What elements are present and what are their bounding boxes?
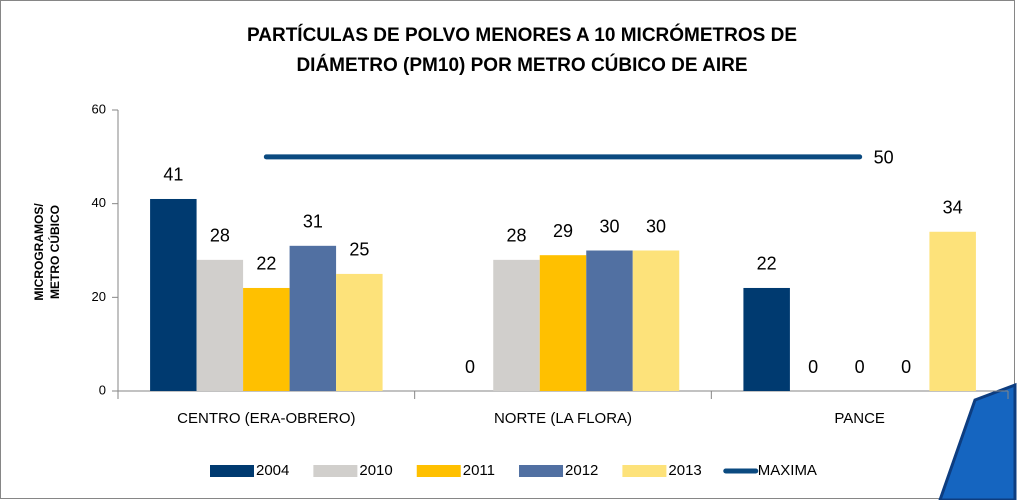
bar [243, 287, 290, 391]
data-label: 29 [553, 221, 573, 241]
data-label: 0 [808, 357, 818, 377]
legend-label: MAXIMA [758, 462, 817, 479]
bar [632, 250, 680, 391]
chart-title: PARTÍCULAS DE POLVO MENORES A 10 MICRÓME… [247, 24, 797, 46]
legend-label: 2004 [256, 462, 289, 479]
x-tick-label: NORTE (LA FLORA) [494, 410, 632, 427]
data-label: 41 [163, 165, 183, 185]
chart-title: DIÁMETRO (PM10) POR METRO CÚBICO DE AIRE [296, 54, 747, 76]
bar [336, 273, 383, 391]
y-axis-label-line: MICROGRAMOS/ [32, 203, 46, 301]
y-tick-label: 40 [92, 195, 106, 210]
data-label: 50 [874, 148, 894, 168]
x-tick-label: CENTRO (ERA-OBRERO) [177, 410, 355, 427]
bar [929, 231, 976, 391]
bar [586, 250, 633, 391]
decoration [938, 382, 1017, 500]
legend-label: 2013 [668, 462, 701, 479]
data-label: 22 [757, 254, 777, 274]
legend-swatch [313, 465, 358, 477]
data-label: 31 [303, 212, 323, 232]
bar [150, 198, 197, 391]
data-label: 28 [506, 226, 526, 246]
x-tick-label: PANCE [834, 410, 885, 427]
y-axis-label: MICROGRAMOS/ METRO CÚBICO [32, 203, 62, 301]
y-tick-label: 20 [92, 289, 106, 304]
legend-label: 2012 [565, 462, 598, 479]
bar [289, 245, 337, 391]
legend-swatch [622, 465, 667, 477]
bar [743, 287, 790, 391]
data-label: 28 [210, 226, 230, 246]
data-label: 34 [943, 198, 963, 218]
legend-label: 2011 [463, 462, 495, 479]
legend-label: 2010 [359, 462, 392, 479]
data-label: 0 [855, 357, 865, 377]
bar [493, 259, 540, 391]
data-label: 25 [349, 240, 369, 260]
data-label: 30 [646, 216, 666, 236]
y-tick-label: 60 [92, 101, 106, 116]
legend-swatch [519, 465, 564, 477]
data-label: 0 [901, 357, 911, 377]
data-label: 22 [256, 254, 276, 274]
bar [196, 259, 244, 391]
bar [539, 255, 587, 391]
legend-swatch [210, 465, 254, 477]
data-label: 30 [599, 216, 619, 236]
data-label: 0 [465, 357, 475, 377]
y-axis-label-line: METRO CÚBICO [47, 205, 62, 299]
y-tick-label: 0 [99, 382, 106, 397]
legend-swatch [416, 465, 461, 477]
